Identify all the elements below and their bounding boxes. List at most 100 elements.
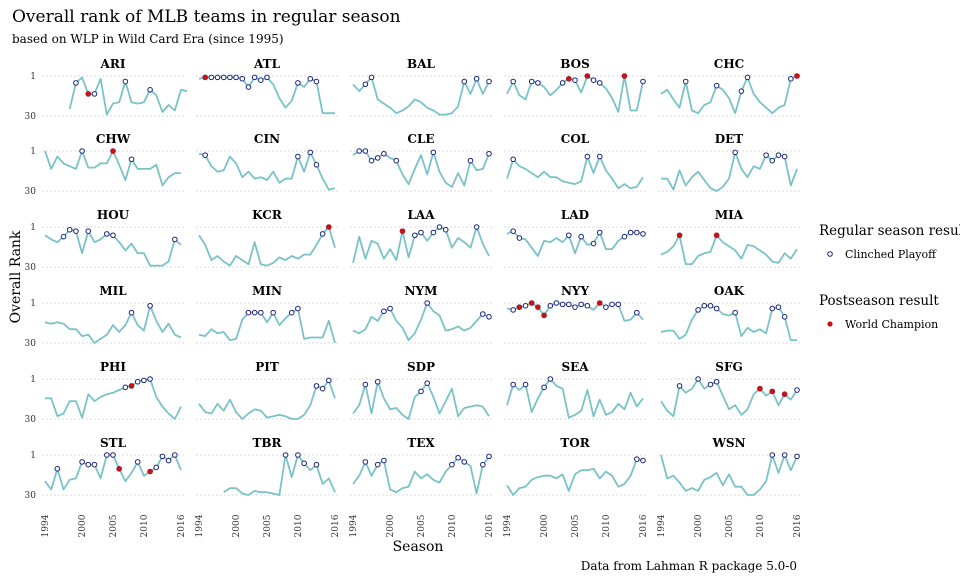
playoff-point — [362, 381, 369, 388]
playoff-point — [455, 454, 461, 461]
playoff-point — [640, 457, 646, 464]
x-tick-label: 2000 — [78, 514, 88, 537]
y-tick-label: 30 — [25, 263, 37, 273]
legend: Regular season result Clinched Playoff P… — [819, 223, 960, 331]
y-tick-label: 1 — [30, 451, 36, 461]
series-line — [506, 155, 644, 190]
playoff-point — [313, 78, 320, 85]
playoff-point — [535, 80, 541, 86]
playoff-point — [85, 228, 92, 234]
playoff-point — [769, 157, 776, 164]
champion-point — [85, 91, 91, 97]
panel-stl: STL 1 30 1994 2000 2005 2010 2016 — [25, 436, 187, 537]
panel-tex: TEX 1994 2000 2005 2010 2016 — [349, 436, 495, 537]
playoff-point — [788, 75, 794, 82]
panel-oak: OAK — [658, 284, 800, 344]
playoff-point — [522, 302, 529, 309]
series-line — [506, 378, 644, 419]
panel-title: MIL — [99, 284, 127, 298]
chart-subtitle: based on WLP in Wild Card Era (since 199… — [12, 32, 284, 46]
series-line — [198, 151, 336, 191]
y-tick-label: 30 — [25, 491, 37, 501]
playoff-point — [621, 233, 628, 240]
panel-title: SFG — [715, 360, 742, 374]
playoff-point — [374, 155, 381, 161]
y-tick-label: 30 — [25, 187, 37, 197]
playoff-point — [467, 157, 474, 164]
playoff-point — [676, 383, 683, 389]
series-line — [198, 379, 336, 420]
playoff-point — [368, 74, 375, 81]
panel-title: CHW — [96, 132, 131, 146]
playoff-point — [510, 228, 516, 234]
x-tick-label: 2000 — [386, 514, 396, 537]
chart-title: Overall rank of MLB teams in regular sea… — [12, 7, 401, 27]
playoff-point — [220, 74, 227, 81]
champion-point — [535, 304, 541, 310]
playoff-point — [301, 460, 307, 467]
playoff-point — [763, 152, 769, 158]
x-tick-label: 2005 — [417, 514, 427, 537]
legend-label-champion: World Champion — [845, 318, 938, 331]
panel-title: NYY — [561, 284, 590, 298]
playoff-point — [732, 149, 738, 156]
playoff-point — [239, 75, 246, 82]
playoff-point — [134, 459, 141, 465]
playoff-point — [110, 232, 116, 239]
series-line — [44, 304, 182, 344]
x-tick-label: 2016 — [331, 514, 341, 537]
playoff-point — [73, 228, 79, 234]
playoff-point — [54, 465, 61, 472]
playoff-point — [738, 88, 745, 94]
x-tick-label: 2010 — [756, 514, 766, 537]
y-tick-label: 30 — [25, 415, 37, 425]
playoff-point — [412, 232, 418, 239]
playoff-point — [775, 304, 782, 310]
series-line — [660, 304, 797, 342]
playoff-point — [79, 459, 85, 465]
playoff-point — [319, 385, 326, 392]
playoff-point — [486, 150, 492, 157]
series-line — [506, 458, 644, 496]
playoff-point — [295, 452, 301, 458]
panel-title: COL — [561, 132, 590, 146]
playoff-point — [640, 78, 646, 85]
panel-title: ARI — [100, 57, 126, 71]
panel-title: STL — [100, 436, 127, 450]
playoff-point — [781, 153, 788, 160]
series-line — [352, 76, 490, 116]
panel-title: LAD — [561, 208, 589, 222]
panel-det: DET — [658, 132, 800, 192]
playoff-point — [769, 452, 776, 458]
playoff-point — [424, 380, 430, 386]
playoff-point — [634, 309, 640, 316]
playoff-point — [682, 78, 689, 85]
playoff-point — [381, 457, 387, 464]
playoff-point — [208, 74, 215, 81]
series-line — [352, 150, 490, 188]
playoff-point — [172, 236, 178, 243]
playoff-point — [596, 153, 603, 160]
y-tick-label: 30 — [25, 339, 37, 349]
panel-wsn: WSN 1994 2000 2005 2010 2016 — [657, 436, 803, 537]
playoff-point — [553, 300, 560, 306]
panel-ari: ARI 1 30 — [25, 57, 188, 122]
series-line — [506, 230, 644, 257]
playoff-point — [362, 148, 369, 154]
series-line — [660, 75, 798, 115]
panel-sea: SEA — [504, 360, 646, 420]
playoff-point — [172, 452, 178, 458]
playoff-point — [707, 302, 714, 309]
playoff-point — [122, 78, 129, 85]
playoff-point — [251, 309, 258, 316]
x-tick-label: 2010 — [294, 514, 304, 537]
playoff-point — [214, 74, 221, 81]
playoff-point — [590, 240, 597, 247]
panel-tor: TOR 1994 2000 2005 2010 2016 — [503, 436, 649, 537]
panel-title: TEX — [407, 436, 435, 450]
playoff-point — [233, 74, 239, 81]
legend-playoff-marker — [827, 251, 833, 257]
champion-point — [566, 76, 572, 82]
x-tick-label: 1994 — [349, 514, 359, 537]
